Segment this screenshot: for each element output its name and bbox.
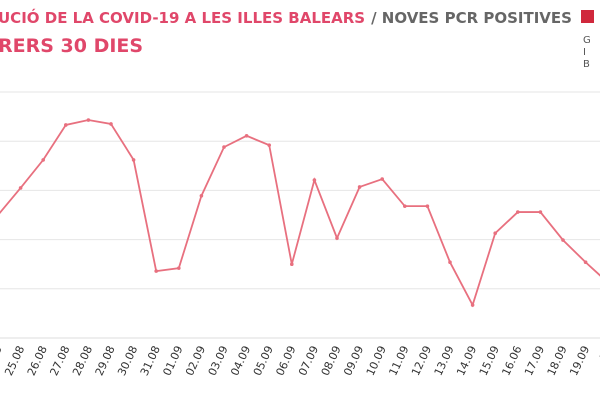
x-tick-label: 14.09 [454, 344, 479, 378]
x-tick-label: 18.09 [545, 344, 570, 378]
logo-text: B [583, 59, 590, 70]
title-main: UCIÓ DE LA COVID-19 A LES ILLES BALEARS [0, 8, 365, 27]
data-point [403, 204, 407, 208]
x-tick-label: 25.08 [2, 344, 27, 378]
data-point [493, 231, 498, 236]
x-tick-label: 01.09 [160, 344, 185, 378]
x-tick-label: 26.08 [25, 344, 50, 378]
data-point [64, 123, 68, 127]
data-point [516, 210, 520, 214]
x-tick-label: 03.09 [206, 344, 231, 378]
logo: G I B [581, 10, 594, 70]
subtitle: RERS 30 DIES [0, 35, 143, 57]
data-point [222, 145, 226, 149]
x-tick-label: 02.09 [183, 344, 208, 378]
x-tick-label: 11.09 [386, 344, 411, 378]
x-tick-label: 20 [597, 344, 600, 362]
x-tick-label: 27.08 [47, 344, 72, 378]
x-tick-label: 06.09 [273, 344, 298, 378]
data-point [18, 186, 23, 190]
data-point [154, 269, 158, 273]
data-line [0, 119, 600, 308]
x-tick-label: 16.06 [499, 344, 524, 378]
logo-icon [581, 10, 594, 23]
x-tick-label: 28.08 [70, 344, 95, 378]
chart-title: UCIÓ DE LA COVID-19 A LES ILLES BALEARS /… [0, 8, 572, 27]
x-tick-label: 07.09 [296, 344, 321, 378]
data-point [357, 185, 362, 189]
data-point [177, 266, 181, 270]
x-tick-label: 08.09 [319, 344, 344, 378]
data-point [131, 158, 136, 162]
x-tick-label: 29.08 [93, 344, 118, 378]
data-point [199, 194, 204, 198]
data-point [448, 260, 452, 265]
x-tick-label: 3 [0, 344, 5, 356]
data-point [470, 303, 475, 307]
data-point [41, 158, 45, 162]
data-point [583, 260, 588, 265]
x-tick-label: 10.09 [364, 344, 389, 378]
data-point [380, 177, 385, 181]
x-tick-label: 04.09 [228, 344, 253, 378]
data-point [335, 236, 339, 240]
data-point [244, 133, 249, 138]
x-tick-label: 12.09 [409, 344, 434, 378]
x-tick-label: 09.09 [341, 344, 366, 378]
x-tick-label: 17.09 [522, 344, 547, 378]
title-suffix: / NOVES PCR POSITIVES [371, 9, 572, 27]
x-tick-label: 19.09 [567, 344, 592, 378]
x-tick-label: 13.09 [432, 344, 457, 378]
x-tick-label: 30.08 [115, 344, 140, 378]
data-point [561, 238, 565, 242]
data-point [538, 210, 543, 214]
logo-text: G [583, 35, 591, 46]
data-point [86, 118, 91, 122]
data-point [290, 262, 294, 267]
x-tick-label: 15.09 [477, 344, 502, 378]
x-tick-label: 05.09 [251, 344, 276, 378]
data-point [312, 178, 317, 182]
data-point [267, 143, 272, 147]
x-tick-label: 31.08 [138, 344, 163, 378]
data-point [425, 204, 430, 208]
logo-text: I [583, 47, 586, 58]
data-point [109, 122, 113, 126]
